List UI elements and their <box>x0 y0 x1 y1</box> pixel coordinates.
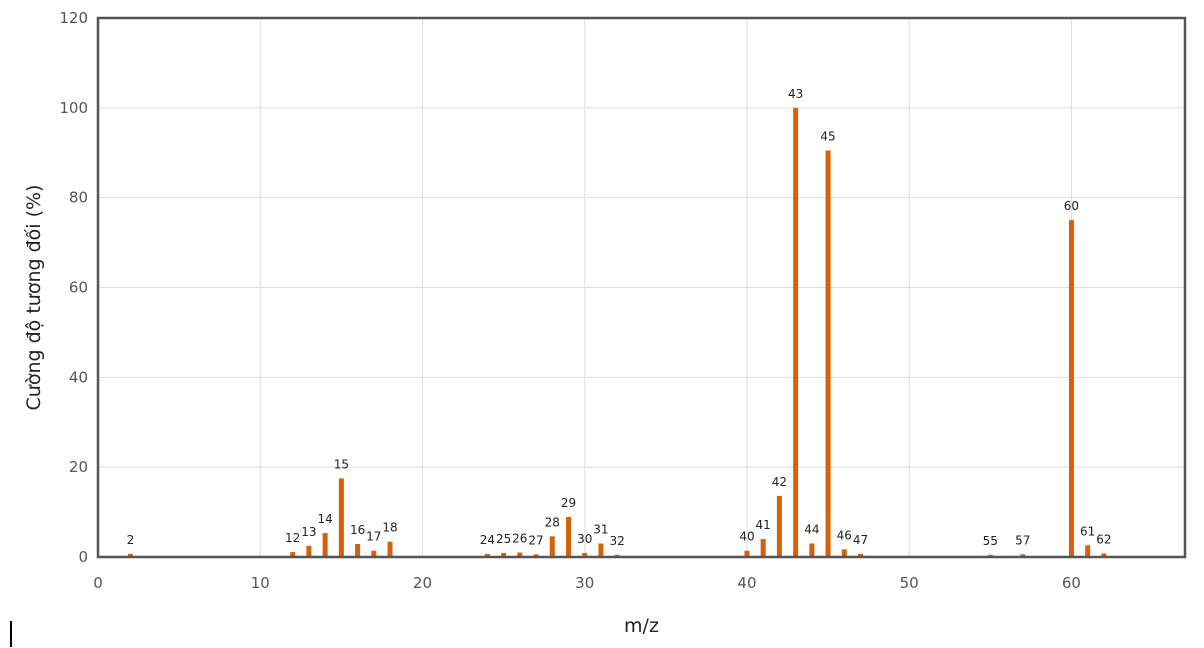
bar <box>338 478 344 557</box>
plot-frame <box>96 16 1187 559</box>
y-tick-label: 120 <box>59 9 88 27</box>
bar-label: 27 <box>528 533 543 547</box>
bar <box>322 533 328 557</box>
x-tick-label: 40 <box>737 574 756 592</box>
bar-label: 47 <box>853 533 868 547</box>
bar <box>760 539 766 557</box>
x-tick-label: 30 <box>575 574 594 592</box>
bar <box>549 536 555 557</box>
x-tick-label: 60 <box>1062 574 1081 592</box>
bar-label: 29 <box>561 496 576 510</box>
bar <box>387 541 393 557</box>
bar <box>371 550 377 557</box>
x-tick-label: 10 <box>251 574 270 592</box>
x-tick-label: 20 <box>413 574 432 592</box>
x-axis-title: m/z <box>624 615 659 637</box>
bar <box>809 543 815 557</box>
x-tick-label: 0 <box>93 574 103 592</box>
bar-label: 12 <box>285 531 300 545</box>
bar-label: 31 <box>593 523 608 537</box>
bar <box>744 550 750 557</box>
bar-label: 62 <box>1096 532 1111 546</box>
bar-label: 40 <box>739 530 754 544</box>
bar <box>793 107 799 557</box>
bar <box>517 552 523 557</box>
bar-label: 28 <box>545 515 560 529</box>
bar <box>565 517 571 557</box>
bar <box>582 552 588 557</box>
bar <box>841 549 847 557</box>
bar-label: 2 <box>127 533 135 547</box>
bar <box>1085 545 1091 557</box>
bar-label: 42 <box>772 475 787 489</box>
y-tick-label: 40 <box>69 368 88 386</box>
bar-label: 44 <box>804 523 819 537</box>
bar <box>127 553 133 557</box>
bar <box>1101 553 1107 557</box>
bar-label: 26 <box>512 532 527 546</box>
bar <box>598 543 604 557</box>
bar-label: 30 <box>577 532 592 546</box>
bar-label: 57 <box>1015 533 1030 547</box>
bar-label: 41 <box>756 518 771 532</box>
bar-label: 13 <box>301 525 316 539</box>
bar-label: 43 <box>788 87 803 101</box>
bar <box>1068 220 1074 557</box>
bar <box>355 543 361 557</box>
y-tick-label: 80 <box>69 189 88 207</box>
bar-label: 25 <box>496 532 511 546</box>
y-tick-label: 20 <box>69 458 88 476</box>
bar-label: 24 <box>480 533 495 547</box>
y-tick-label: 100 <box>59 99 88 117</box>
bar-label: 14 <box>317 512 332 526</box>
bar-label: 61 <box>1080 524 1095 538</box>
bar-label: 18 <box>382 521 397 535</box>
y-axis-tick-labels: 0 20 40 60 80 100 120 <box>59 9 88 566</box>
bar-label: 45 <box>820 130 835 144</box>
bar <box>533 554 539 557</box>
bar-label: 15 <box>334 457 349 471</box>
bar <box>306 545 312 557</box>
bar-label: 60 <box>1064 199 1079 213</box>
bar-label: 16 <box>350 523 365 537</box>
y-axis-title: Cường độ tương đối (%) <box>23 185 45 411</box>
bar-label: 32 <box>610 534 625 548</box>
text-cursor <box>10 621 12 647</box>
y-tick-label: 60 <box>69 279 88 297</box>
x-axis-tick-labels: 0 10 20 30 40 50 60 <box>93 574 1081 592</box>
bar-label: 46 <box>837 528 852 542</box>
grid-lines <box>97 17 1185 558</box>
bar <box>1020 554 1026 557</box>
bar <box>290 552 296 557</box>
x-tick-label: 50 <box>900 574 919 592</box>
bar <box>501 552 507 557</box>
bar <box>484 553 490 557</box>
y-tick-label: 0 <box>78 548 88 566</box>
bar <box>858 553 864 557</box>
bar <box>776 495 782 557</box>
bars <box>127 107 1107 558</box>
bar <box>825 150 831 558</box>
bar-label: 17 <box>366 530 381 544</box>
bar-label: 55 <box>983 534 998 548</box>
